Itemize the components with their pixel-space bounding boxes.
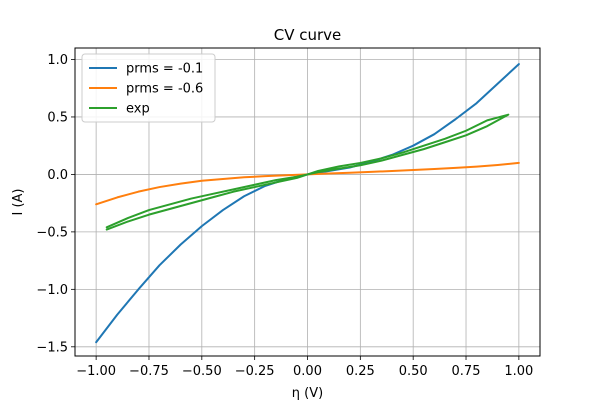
y-tick-label: 0.5: [47, 110, 68, 125]
legend-box: [81, 53, 216, 123]
series-line-exp: [105, 113, 510, 231]
x-tick-label: −0.75: [129, 364, 169, 379]
x-tick-label: 1.00: [504, 364, 533, 379]
series-layer: [95, 63, 520, 344]
y-axis-ticks: −1.5 −1.0 −0.5 0.0 0.5 1.0: [36, 53, 75, 355]
y-axis-label: I (A): [11, 188, 26, 215]
x-tick-label: −0.50: [182, 364, 222, 379]
chart-title: CV curve: [274, 26, 342, 44]
x-tick-label: 0.50: [399, 364, 428, 379]
x-tick-label: −0.25: [235, 364, 275, 379]
y-tick-label: 0.0: [47, 168, 68, 183]
x-tick-label: −1.00: [76, 364, 116, 379]
x-tick-label: 0.00: [293, 364, 322, 379]
y-tick-label: −1.0: [36, 283, 68, 298]
x-axis-ticks: −1.00 −0.75 −0.50 −0.25 0.00 0.25 0.50 0.75 1.00: [76, 356, 533, 379]
y-tick-label: 1.0: [47, 53, 68, 68]
y-tick-label: −1.5: [36, 340, 68, 355]
legend-label-prms-0.6: prms = -0.6: [126, 82, 203, 97]
x-tick-label: 0.75: [452, 364, 481, 379]
x-tick-label: 0.25: [346, 364, 375, 379]
legend: prms = -0.1 prms = -0.6 exp: [81, 53, 216, 123]
legend-label-prms-0.1: prms = -0.1: [126, 62, 203, 77]
y-tick-label: −0.5: [36, 225, 68, 240]
legend-label-exp: exp: [126, 102, 150, 117]
x-axis-label: η (V): [292, 386, 323, 400]
